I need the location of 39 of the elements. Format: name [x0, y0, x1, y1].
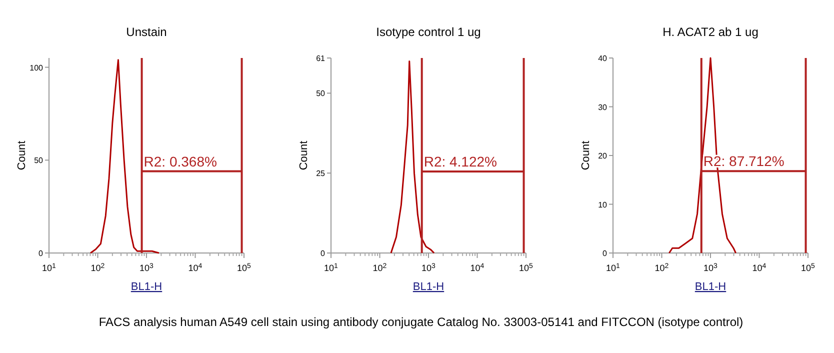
x-tick-label: 10$^{1}$	[324, 262, 338, 273]
x-tick-label: 10$^{3}$	[704, 262, 718, 273]
y-tick-label: 30	[598, 102, 608, 112]
y-axis-title: Count	[580, 140, 592, 170]
x-tick-label: 10$^{2}$	[372, 262, 387, 273]
chart-title: Unstain	[126, 25, 167, 39]
x-tick-label: 10$^{3}$	[140, 262, 154, 273]
x-axis-title: BL1-H	[694, 281, 726, 293]
y-tick-label: 61	[316, 54, 326, 63]
x-axis-title: BL1-H	[412, 281, 444, 293]
x-tick-label: 10$^{2}$	[654, 262, 669, 273]
x-tick-label: 10$^{1}$	[42, 262, 56, 273]
x-tick-label: 10$^{2}$	[90, 262, 105, 273]
x-tick-label: 10$^{4}$	[188, 262, 202, 273]
y-tick-label: 10	[598, 200, 608, 210]
y-axis-title: Count	[298, 140, 310, 170]
chart-title: Isotype control 1 ug	[376, 25, 481, 39]
x-tick-label: 10$^{3}$	[422, 262, 436, 273]
x-tick-label: 10$^{4}$	[470, 262, 484, 273]
y-tick-label: 0	[602, 249, 608, 258]
x-tick-label: 10$^{5}$	[237, 262, 252, 273]
y-tick-label: 25	[316, 169, 326, 178]
y-tick-label: 50	[316, 89, 326, 98]
y-tick-label: 100	[30, 63, 44, 72]
y-axis-title: Count	[16, 140, 28, 170]
x-axis-title: BL1-H	[130, 281, 162, 293]
y-tick-label: 0	[320, 249, 326, 258]
chart-title: H. ACAT2 ab 1 ug	[662, 25, 758, 39]
y-tick-label: 20	[598, 152, 608, 160]
y-tick-label: 50	[34, 156, 44, 166]
y-tick-label: 40	[598, 54, 608, 63]
x-tick-label: 10$^{5}$	[519, 262, 534, 273]
x-tick-label: 10$^{4}$	[752, 262, 766, 273]
annotation: R2: 4.122%	[424, 153, 498, 170]
x-tick-label: 10$^{1}$	[606, 262, 620, 273]
annotation: R2: 0.368%	[144, 153, 217, 170]
x-tick-label: 10$^{5}$	[801, 262, 816, 273]
text: FACS analysis human A549 cell stain using antibody conjugate Catalog No. 33003-05141 and FITCCON (isotype control)	[98, 315, 744, 329]
y-tick-label: 0	[38, 249, 44, 258]
